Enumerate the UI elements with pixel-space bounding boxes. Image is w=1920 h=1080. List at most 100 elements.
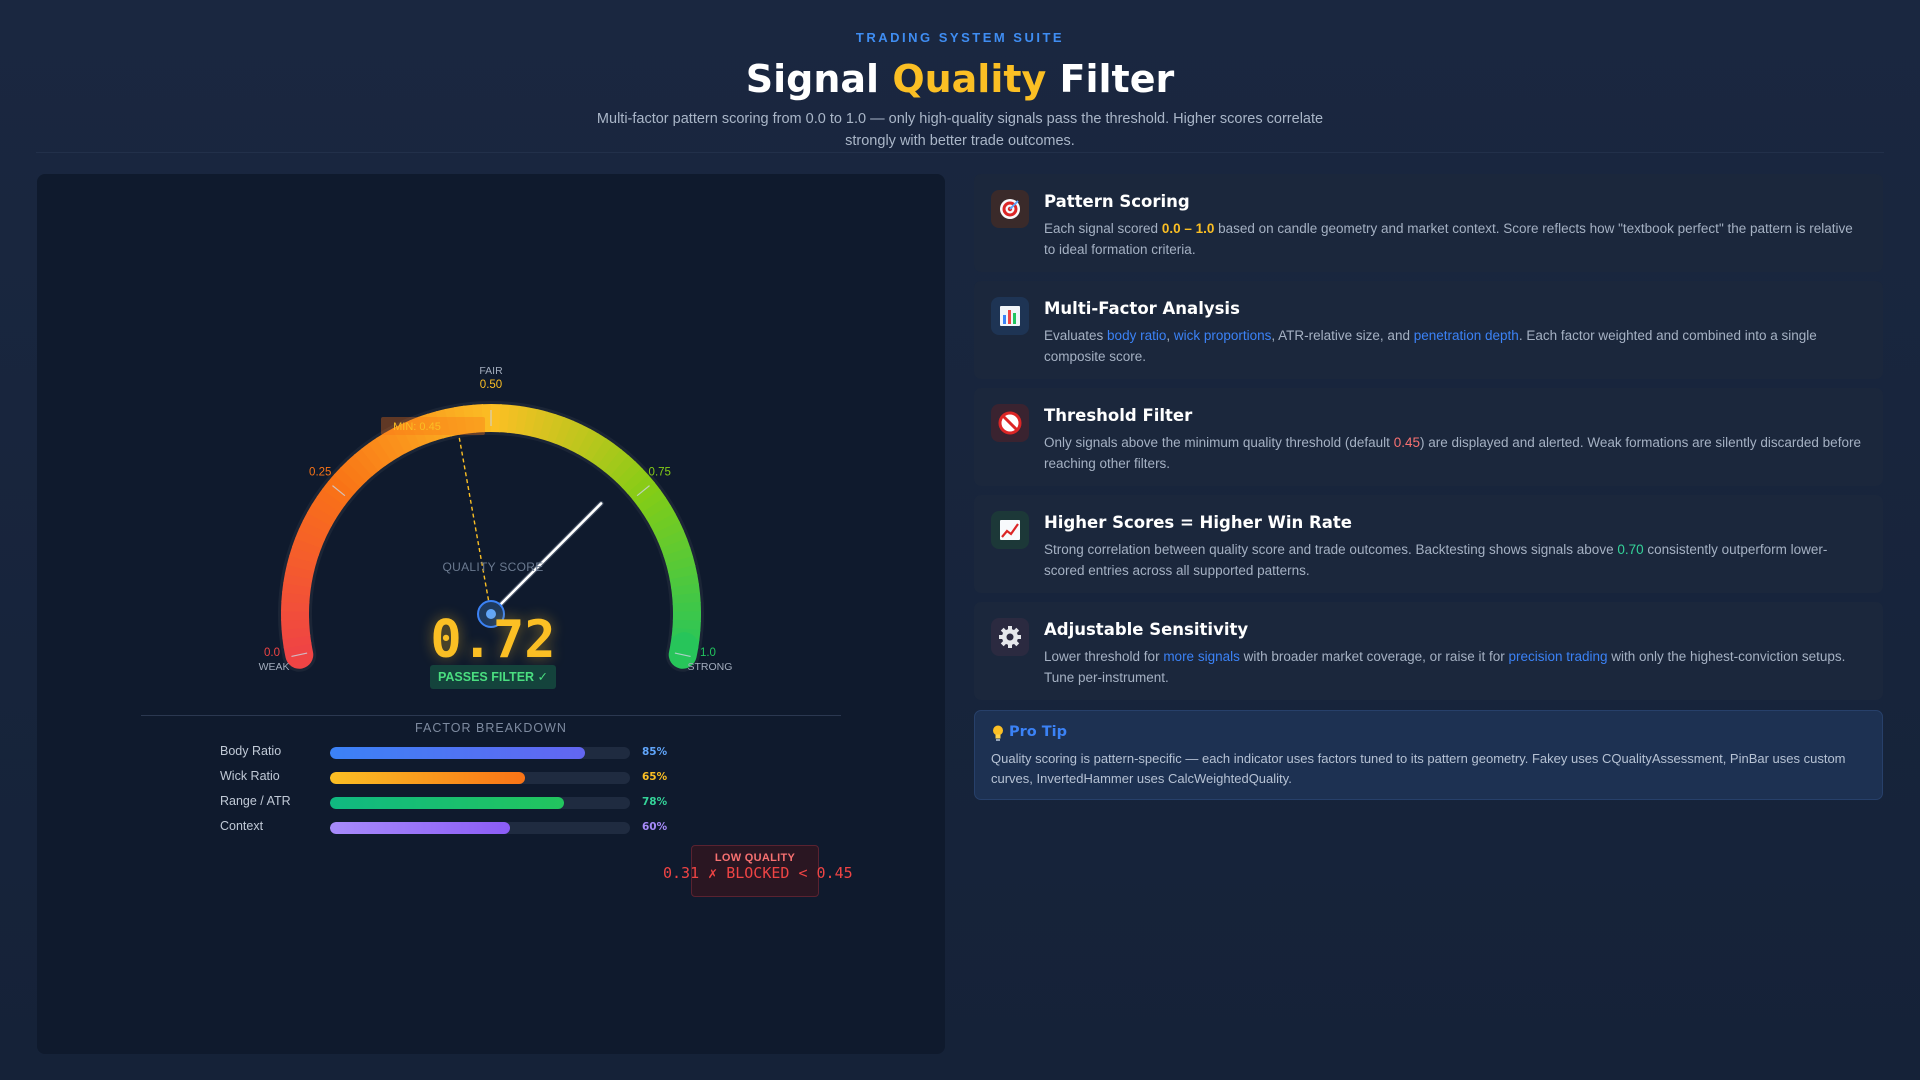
gauge-arc-segment xyxy=(316,488,346,513)
gauge-arc-segment xyxy=(327,473,356,500)
card-adjustable-sensitivity: Adjustable Sensitivity Lower threshold f… xyxy=(974,602,1883,700)
gauge-arc-segment xyxy=(531,409,548,439)
breakdown-divider xyxy=(141,715,841,716)
highlight-text: 0.70 xyxy=(1617,542,1644,557)
gauge-arc-segment xyxy=(646,504,676,528)
gauge-arc-segment xyxy=(667,564,698,581)
gauge-tick-label: 0.50 xyxy=(480,379,502,391)
factor-label: Range / ATR xyxy=(220,794,291,808)
target-icon xyxy=(991,190,1029,228)
gauge-tick-label: 0.75 xyxy=(649,466,671,478)
gauge-arc-segment xyxy=(663,547,694,565)
factor-bar-track xyxy=(330,822,630,834)
zone-label-fair: FAIR xyxy=(479,365,503,377)
gauge-arc-segment xyxy=(654,521,684,543)
gauge-arc-segment xyxy=(340,460,368,488)
gauge-arc-segment xyxy=(523,407,539,437)
gauge-arc-segment xyxy=(295,528,325,549)
gear-icon xyxy=(991,618,1029,656)
factor-row-wick-ratio: Wick Ratio 65% xyxy=(220,767,720,787)
page-title: Signal Quality Filter xyxy=(0,54,1920,104)
title-suffix: Filter xyxy=(1046,57,1175,101)
gauge-arc-segment xyxy=(291,536,322,557)
factor-percent: 78% xyxy=(642,796,668,808)
gauge-arc-segment xyxy=(360,442,386,472)
gauge-arc-segment xyxy=(376,432,400,462)
gauge-arc-segment xyxy=(283,630,314,669)
gauge-arc-segment xyxy=(282,581,312,596)
gauge-arc-segment xyxy=(671,583,701,597)
gauge-needle xyxy=(489,502,603,616)
card-body: Evaluates body ratio, wick proportions, … xyxy=(1044,325,1864,367)
factor-bar-fill xyxy=(330,772,525,784)
gauge-arc-segment xyxy=(283,572,313,588)
gauge-arc-segment xyxy=(569,424,591,454)
gauge-arc-segment xyxy=(499,404,512,433)
factor-bar-fill xyxy=(330,822,510,834)
highlight-text: 0.45 xyxy=(1393,435,1420,450)
needle-hub-center xyxy=(486,609,496,619)
gauge-arc-segment xyxy=(281,591,311,604)
gauge-arc-segment xyxy=(384,428,407,458)
highlight-text: more signals xyxy=(1163,649,1240,664)
page-subtitle: Multi-factor pattern scoring from 0.0 to… xyxy=(596,111,1324,149)
body-text: Strong correlation between quality score… xyxy=(1044,542,1618,557)
pro-tip-box: Pro Tip Quality scoring is pattern-speci… xyxy=(974,710,1883,800)
factor-bar-fill xyxy=(330,747,585,759)
gauge-arc-segment xyxy=(333,466,362,494)
pro-tip-title: Pro Tip xyxy=(1009,724,1068,740)
zone-label-weak: WEAK xyxy=(259,661,290,673)
card-title: Adjustable Sensitivity xyxy=(1044,620,1249,639)
body-text: with broader market coverage, or raise i… xyxy=(1239,649,1509,664)
quality-score-label: QUALITY SCORE xyxy=(442,560,544,574)
body-text: consistently outperform lower-scored ent… xyxy=(1044,542,1828,578)
gauge-arc-segment xyxy=(289,545,319,564)
page-header: TRADING SYSTEM SUITE Signal Quality Filt… xyxy=(0,0,1920,152)
factor-label: Context xyxy=(220,819,264,833)
gauge-arc-segment xyxy=(650,512,680,535)
quality-score-value: 0.72 xyxy=(430,610,556,670)
body-text: based on candle geometry and market cont… xyxy=(1044,221,1853,257)
gauge-tick-label: 0.25 xyxy=(309,466,331,478)
gauge-arc-segment xyxy=(669,574,699,589)
highlight-text: penetration depth xyxy=(1413,328,1519,343)
gauge-arc-segment xyxy=(672,592,701,605)
body-text: ) are displayed and alerted. Weak format… xyxy=(1044,435,1861,471)
factor-row-body-ratio: Body Ratio 85% xyxy=(220,742,720,762)
highlight-text: wick proportions xyxy=(1173,328,1272,343)
gauge-arc-segment xyxy=(311,495,341,520)
trending-up-icon xyxy=(991,511,1029,549)
gauge-arc-segment xyxy=(284,563,315,580)
gauge-arc-segment xyxy=(576,428,600,459)
low-quality-box xyxy=(691,845,819,897)
gauge-arc-segment xyxy=(507,404,521,434)
card-body: Only signals above the minimum quality t… xyxy=(1044,432,1864,474)
passes-filter-badge: PASSES FILTER ✓ xyxy=(430,665,556,689)
gauge-arc-segment xyxy=(660,538,691,558)
highlight-text: precision trading xyxy=(1508,649,1608,664)
body-text: Evaluates xyxy=(1044,328,1108,343)
bar-chart-icon xyxy=(991,297,1029,335)
highlight-text: body ratio xyxy=(1107,328,1167,343)
gauge-arc-segment xyxy=(346,454,374,482)
body-text: . Each factor weighted and combined into… xyxy=(1044,328,1817,364)
gauge-arc-segment xyxy=(637,489,667,514)
gauge-arc-segment xyxy=(672,619,701,632)
card-title: Higher Scores = Higher Win Rate xyxy=(1044,513,1352,532)
body-text: Each signal scored xyxy=(1044,221,1162,236)
gauge-arc-segment xyxy=(668,632,699,669)
card-body: Lower threshold for more signals with br… xyxy=(1044,646,1864,688)
gauge-arc-segment xyxy=(353,448,380,477)
factor-breakdown-title: FACTOR BREAKDOWN xyxy=(415,721,567,735)
card-title: Pattern Scoring xyxy=(1044,192,1190,211)
gauge-arc-segment xyxy=(642,496,672,521)
gauge-arc-segment xyxy=(306,503,337,527)
quality-gauge: 0.0 0.25 0.50 0.75 1.0 WEAK FAIR STRONG MIN: 0.4… xyxy=(259,365,733,673)
factor-bar-track xyxy=(330,747,630,759)
gauge-arc-segment xyxy=(281,618,310,630)
gauge-panel: 0.0 0.25 0.50 0.75 1.0 WEAK FAIR STRONG MIN: 0.4… xyxy=(37,174,945,1054)
header-divider xyxy=(36,152,1884,153)
pro-tip-body: Quality scoring is pattern-specific — ea… xyxy=(991,751,1846,786)
gauge-tick xyxy=(674,652,691,658)
gauge-arc-segment xyxy=(392,423,414,454)
